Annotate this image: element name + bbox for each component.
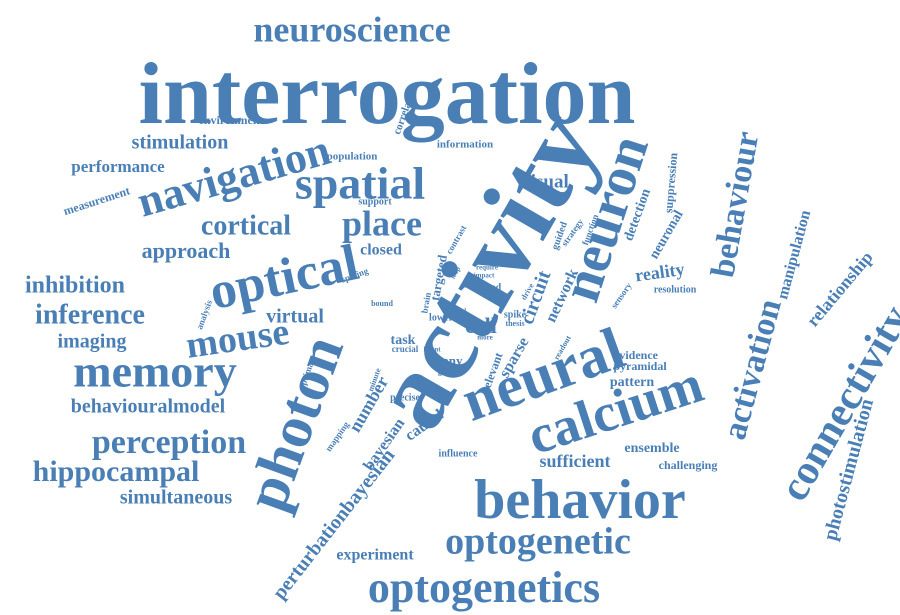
word-many: many [431, 353, 463, 368]
word-behavior: behavior [474, 469, 686, 531]
word-local: local [454, 308, 466, 314]
word-visual: visual [521, 171, 569, 192]
word-environment: environment [198, 113, 263, 127]
word-more: more [477, 334, 492, 342]
word-experiment: experiment [336, 547, 414, 564]
word-relationship: relationship [802, 247, 876, 330]
word-pattern: pattern [610, 375, 655, 390]
word-challenging: challenging [659, 458, 718, 472]
word-support: support [358, 196, 392, 207]
word-crucial: crucial [392, 344, 419, 354]
word-spike: spike [504, 309, 527, 320]
word-suppression: suppression [661, 152, 680, 214]
word-brain: brain [419, 292, 432, 314]
word-memory: memory [73, 346, 236, 397]
word-virtual: virtual [266, 306, 324, 328]
word-activation: activation [716, 295, 789, 443]
word-place: place [342, 203, 422, 243]
word-manipulation: manipulation [774, 208, 814, 301]
word-require: require [476, 264, 498, 272]
word-influence: influence [439, 448, 478, 459]
word-pyramidal: pyramidal [613, 359, 667, 373]
word-thesis: thesis [505, 319, 524, 328]
word-cell: cell [465, 313, 497, 338]
word-performance: performance [71, 157, 165, 176]
word-cortical: cortical [201, 210, 291, 241]
word-evidence: evidence [614, 348, 659, 362]
word-imaging: imaging [58, 331, 127, 353]
word-resolution: resolution [654, 284, 697, 295]
word-interrogation: interrogation [139, 46, 636, 143]
word-latent: latent [423, 346, 441, 354]
word-neuroscience: neuroscience [253, 9, 450, 49]
word-spatial: spatial [295, 158, 425, 209]
word-information: information [437, 139, 493, 151]
word-simultaneous: simultaneous [120, 487, 232, 509]
word-allow: allow [463, 282, 480, 290]
word-behaviour: behaviour [704, 129, 766, 281]
word-perception: perception [92, 424, 246, 461]
word-stimulation: stimulation [132, 132, 229, 154]
word-optogenetic: optogenetic [445, 521, 631, 563]
word-population: population [327, 151, 378, 163]
word-neuronal: neuronal [647, 208, 687, 262]
word-reality: reality [634, 259, 686, 286]
word-task: task [391, 333, 416, 348]
word-impact: impact [474, 272, 495, 280]
word-precise: precise [390, 392, 420, 403]
word-bound: bound [371, 299, 393, 308]
word-ensemble: ensemble [624, 441, 679, 456]
word-awake: awake [475, 256, 494, 264]
word-closed: closed [360, 242, 402, 259]
word-behaviouralmodel: behaviouralmodel [71, 396, 226, 418]
word-sufficient: sufficient [540, 451, 611, 471]
word-approach: approach [142, 238, 231, 263]
word-lower: lower [429, 312, 453, 323]
word-group: group [438, 367, 459, 376]
word-inference: inference [35, 299, 145, 330]
word-inhibition: inhibition [25, 273, 125, 299]
word-measurement: measurement [62, 183, 132, 218]
word-based: based [477, 282, 502, 293]
word-optogenetics: optogenetics [368, 563, 600, 612]
word-hippocampal: hippocampal [33, 455, 200, 488]
